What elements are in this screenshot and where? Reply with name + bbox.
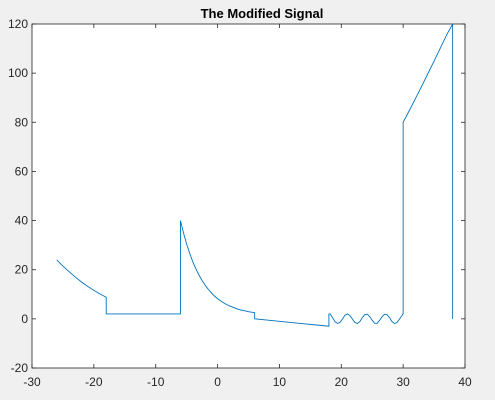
plot-area	[31, 23, 466, 369]
x-tick-label: -20	[85, 375, 103, 389]
chart-title: The Modified Signal	[201, 6, 324, 21]
x-tick-label: 10	[273, 375, 287, 389]
x-axis: -30 -20 -10 0 10 20 30 40	[23, 24, 472, 389]
y-axis: -20 0 20 40 60 80 100 120	[8, 17, 465, 375]
y-tick-label: 40	[15, 214, 29, 228]
x-tick-label: 30	[396, 375, 410, 389]
y-tick-label: 100	[8, 66, 28, 80]
x-tick-label: 0	[214, 375, 221, 389]
signal-line	[56, 23, 454, 327]
x-tick-label: 40	[458, 375, 472, 389]
y-tick-label: 20	[15, 263, 29, 277]
y-tick-label: 60	[15, 164, 29, 178]
y-tick-label: 0	[21, 312, 28, 326]
y-tick-label: 80	[15, 115, 29, 129]
x-tick-label: -30	[23, 375, 41, 389]
x-tick-label: -10	[147, 375, 165, 389]
y-tick-label: -20	[11, 361, 29, 375]
y-tick-label: 120	[8, 17, 28, 31]
x-tick-label: 20	[335, 375, 349, 389]
